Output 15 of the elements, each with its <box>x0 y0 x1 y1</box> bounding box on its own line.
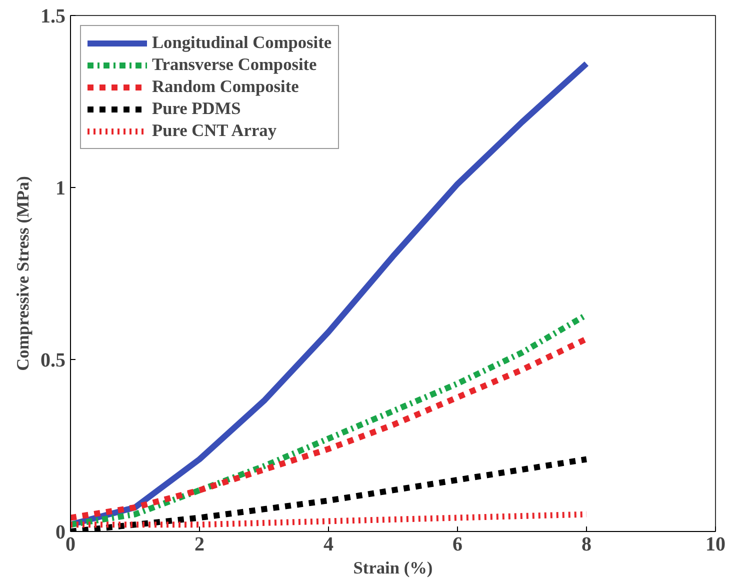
y-tick-label: 1.5 <box>40 6 66 28</box>
x-tick-label: 2 <box>194 534 204 556</box>
x-tick-label: 10 <box>706 534 726 556</box>
x-tick-label: 8 <box>582 534 592 556</box>
legend-label: Pure PDMS <box>152 98 241 120</box>
x-tick-label: 6 <box>452 534 462 556</box>
legend-label: Longitudinal Composite <box>152 32 332 54</box>
y-tick-label: 0.5 <box>40 350 66 372</box>
legend-label: Transverse Composite <box>152 54 317 76</box>
y-tick-label: 1 <box>56 178 66 200</box>
legend-label: Random Composite <box>152 76 299 98</box>
x-tick-label: 4 <box>324 534 334 556</box>
x-axis-title: Strain (%) <box>353 558 433 578</box>
legend-label: Pure CNT Array <box>152 120 276 142</box>
y-axis-title: Compressive Stress (MPa) <box>14 176 32 371</box>
